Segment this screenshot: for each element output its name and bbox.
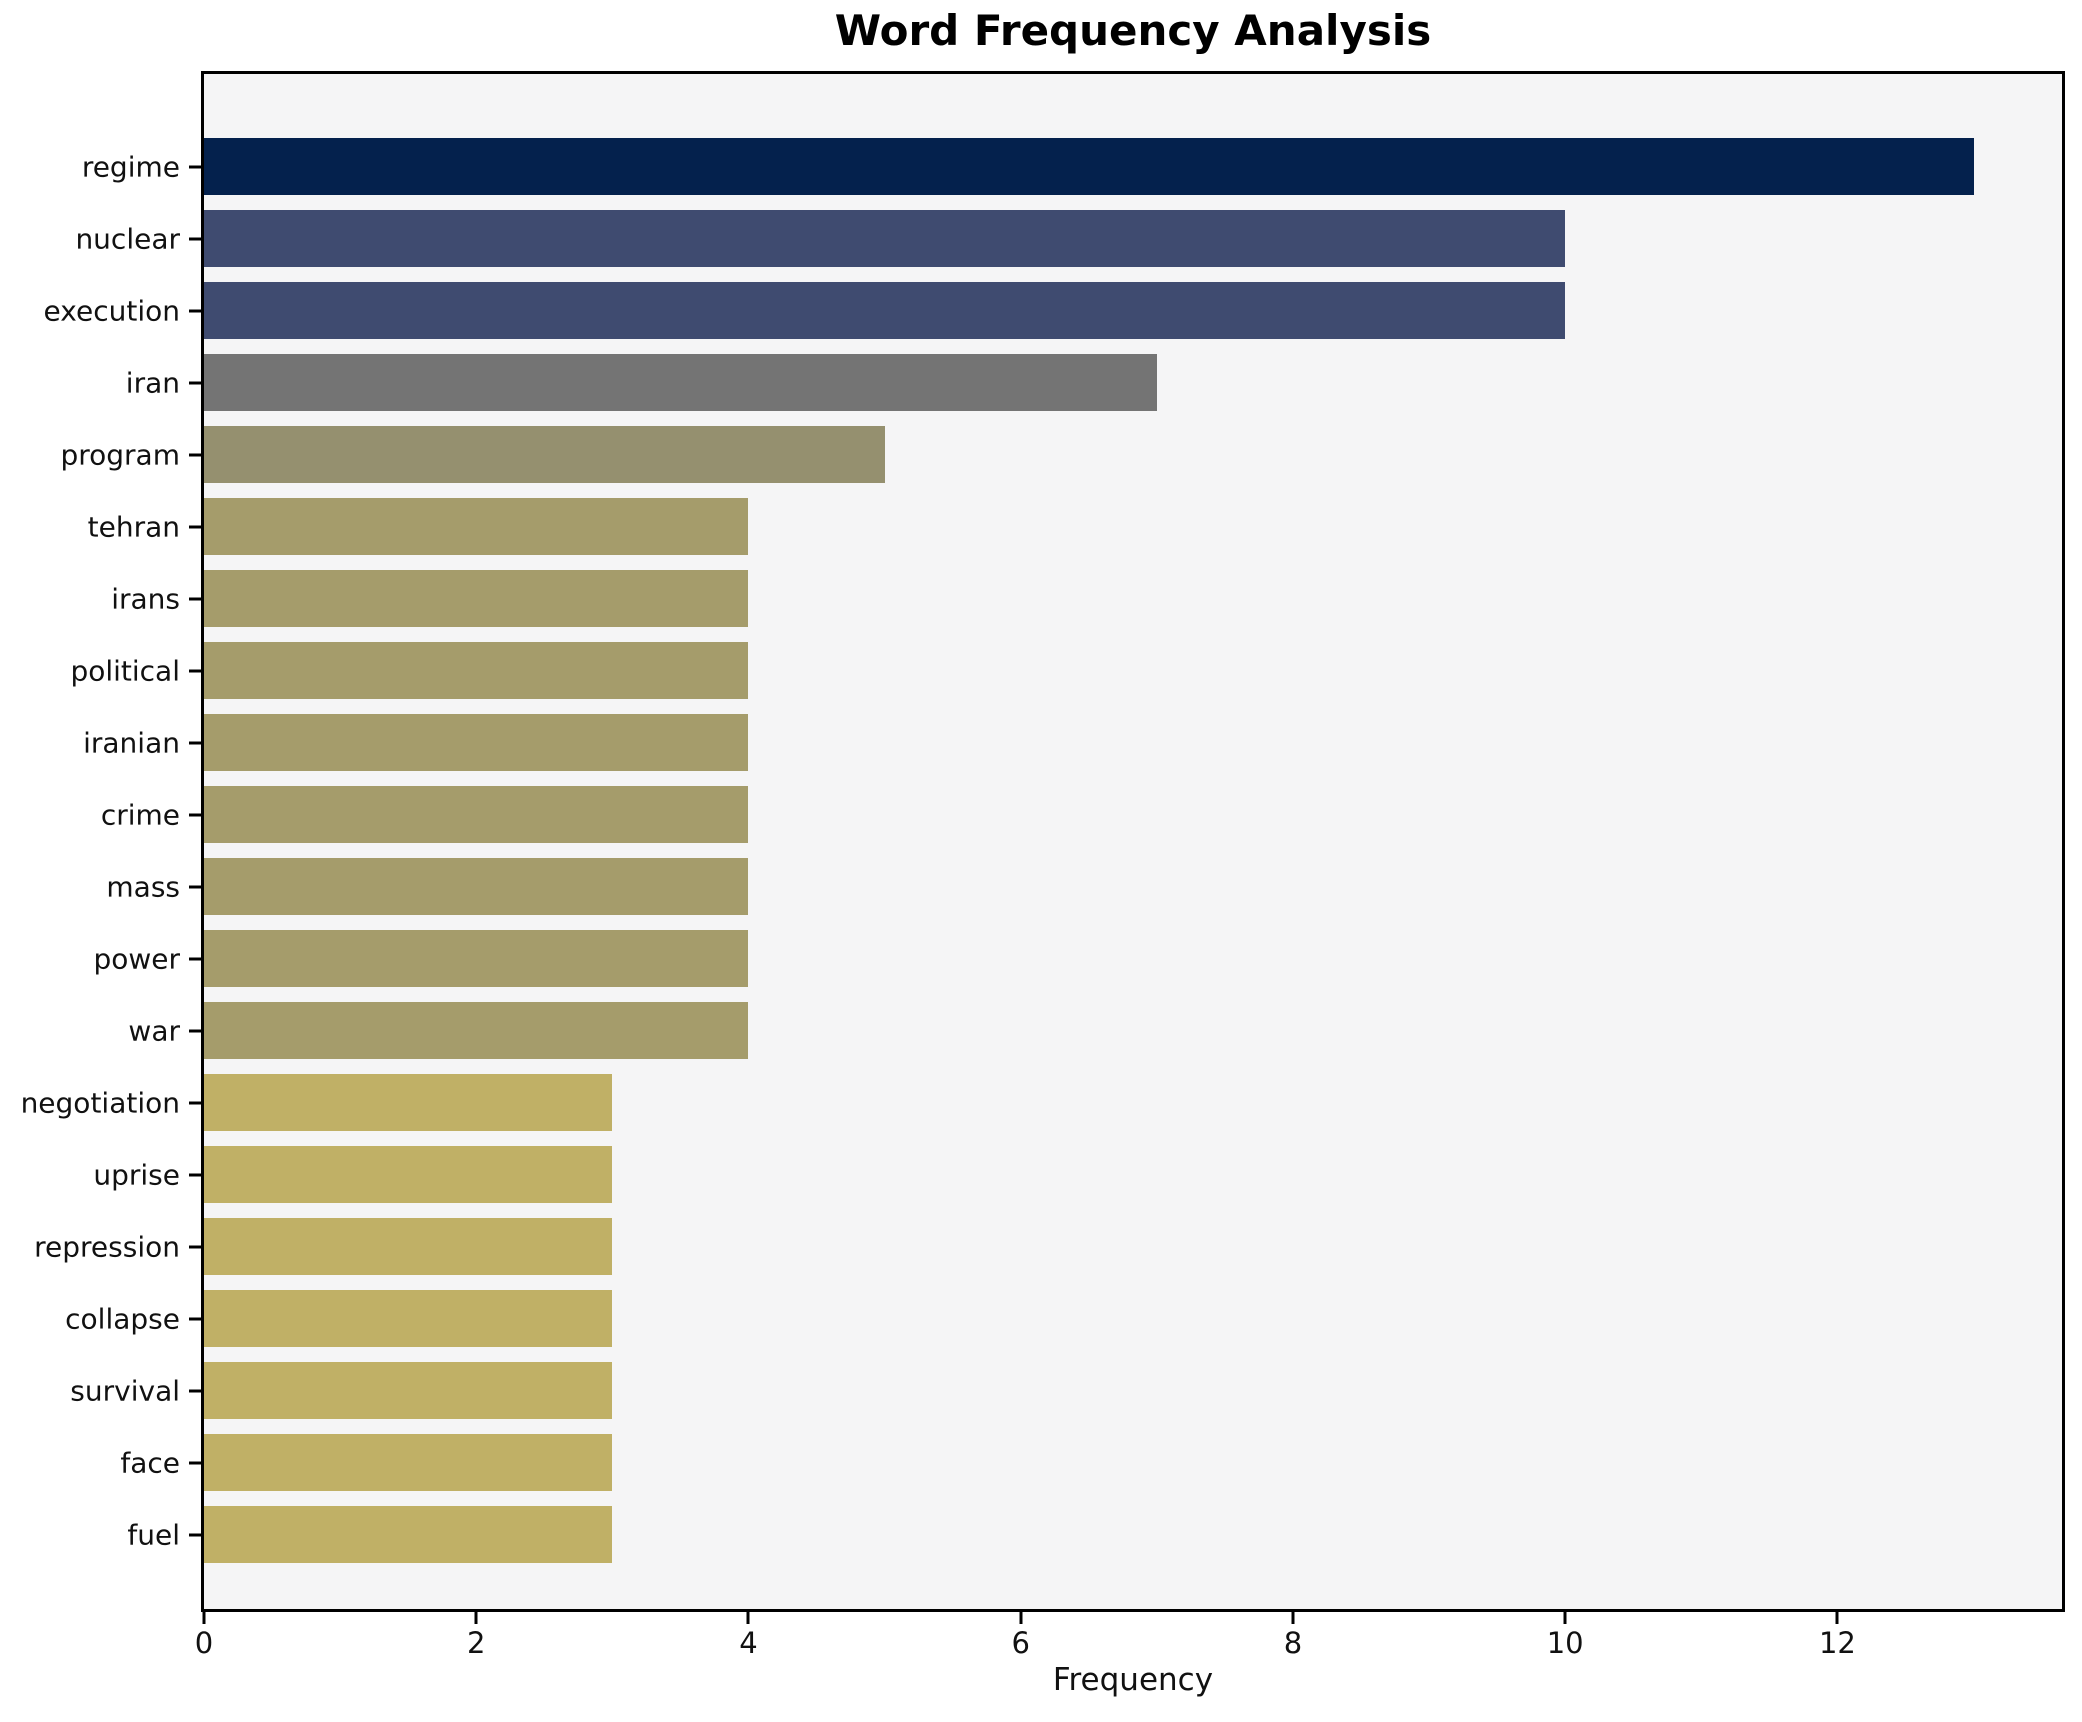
bar-row: regime [82, 138, 2062, 195]
y-tick-mark [189, 1533, 202, 1536]
y-tick-mark [189, 309, 202, 312]
x-tick-label: 0 [194, 1626, 214, 1660]
y-tick-mark [189, 885, 202, 888]
y-tick-mark [189, 1461, 202, 1464]
bar [204, 282, 1566, 339]
x-tick-mark [1019, 1611, 1023, 1624]
bar [204, 1218, 613, 1275]
y-tick-label: irans [111, 582, 180, 615]
bar-row: nuclear [75, 210, 2062, 267]
y-tick-label: iranian [83, 726, 180, 759]
bar-row: mass [106, 858, 2062, 915]
bar [204, 1290, 613, 1347]
x-tick-mark [1563, 1611, 1567, 1624]
y-tick-label: power [93, 942, 180, 975]
x-tick-mark [1835, 1611, 1839, 1624]
y-tick-mark [189, 1245, 202, 1248]
bar-row: crime [101, 786, 2062, 843]
x-axis-label: Frequency [1052, 1662, 1214, 1698]
bar [204, 570, 749, 627]
bar [204, 138, 1974, 195]
x-tick-label: 4 [739, 1626, 758, 1660]
y-tick-label: nuclear [75, 222, 180, 255]
bar-row: program [60, 426, 2062, 483]
x-tick-mark [746, 1611, 750, 1624]
bar [204, 858, 749, 915]
x-tick-label: 6 [1011, 1626, 1030, 1660]
bar [204, 786, 749, 843]
y-tick-mark [189, 1389, 202, 1392]
bar-row: iranian [83, 714, 2062, 771]
y-tick-mark [189, 381, 202, 384]
y-tick-label: uprise [93, 1158, 180, 1191]
y-tick-label: fuel [127, 1518, 180, 1551]
bar-row: collapse [65, 1290, 2062, 1347]
bar-row: political [70, 642, 2062, 699]
bar [204, 426, 885, 483]
x-tick-mark [1291, 1611, 1295, 1624]
bar [204, 1362, 613, 1419]
bar [204, 930, 749, 987]
plot-area: regime nuclear execution iran program te… [21, 71, 2065, 1660]
x-tick-label: 10 [1546, 1626, 1584, 1660]
y-tick-label: face [120, 1446, 180, 1479]
y-tick-label: iran [125, 366, 180, 399]
bar-row: face [120, 1434, 2062, 1491]
y-tick-label: regime [81, 150, 180, 183]
y-tick-label: collapse [65, 1302, 180, 1335]
y-tick-mark [189, 1173, 202, 1176]
y-tick-label: war [128, 1014, 180, 1047]
x-tick-label: 8 [1283, 1626, 1303, 1660]
bar-row: irans [111, 570, 2062, 627]
bar-row: repression [34, 1218, 2062, 1275]
y-tick-mark [189, 237, 202, 240]
y-tick-mark [189, 165, 202, 168]
y-tick-mark [189, 741, 202, 744]
y-tick-label: survival [70, 1374, 180, 1407]
bar [204, 1506, 613, 1563]
bar-row: negotiation [21, 1074, 2062, 1131]
y-tick-label: tehran [87, 510, 180, 543]
y-tick-mark [189, 453, 202, 456]
chart-title: Word Frequency Analysis [834, 6, 1432, 55]
bars-container: regime nuclear execution iran program te… [21, 74, 2062, 1609]
bar-row: fuel [127, 1506, 2062, 1563]
y-tick-mark [189, 1317, 202, 1320]
bar-row: execution [44, 282, 2062, 339]
x-tick-label: 2 [467, 1626, 486, 1660]
y-tick-mark [189, 597, 202, 600]
x-tick-mark [474, 1611, 478, 1624]
bar-row: uprise [93, 1146, 2062, 1203]
y-tick-mark [189, 813, 202, 816]
y-tick-label: negotiation [20, 1086, 180, 1119]
y-tick-mark [189, 1029, 202, 1032]
bar [204, 642, 749, 699]
bar-row: tehran [88, 498, 2062, 555]
bar-row: iran [126, 354, 2062, 411]
x-tick-mark [202, 1611, 206, 1624]
y-tick-label: political [70, 654, 180, 687]
y-tick-mark [189, 957, 202, 960]
bar-row: war [128, 1002, 2062, 1059]
bar-row: survival [70, 1362, 2062, 1419]
bar [204, 210, 1566, 267]
bar [204, 1146, 613, 1203]
bar [204, 1074, 613, 1131]
bar [204, 1434, 613, 1491]
bar [204, 498, 749, 555]
x-tick-label: 12 [1818, 1626, 1856, 1660]
y-tick-label: execution [43, 294, 180, 327]
bar [204, 1002, 749, 1059]
y-tick-mark [189, 1101, 202, 1104]
bar-row: power [93, 930, 2062, 987]
y-tick-mark [189, 669, 202, 672]
y-tick-label: program [60, 438, 180, 471]
bar [204, 714, 749, 771]
y-tick-mark [189, 525, 202, 528]
y-tick-label: crime [100, 798, 180, 831]
y-tick-label: mass [106, 870, 180, 903]
y-tick-label: repression [34, 1230, 180, 1263]
bar [204, 354, 1157, 411]
